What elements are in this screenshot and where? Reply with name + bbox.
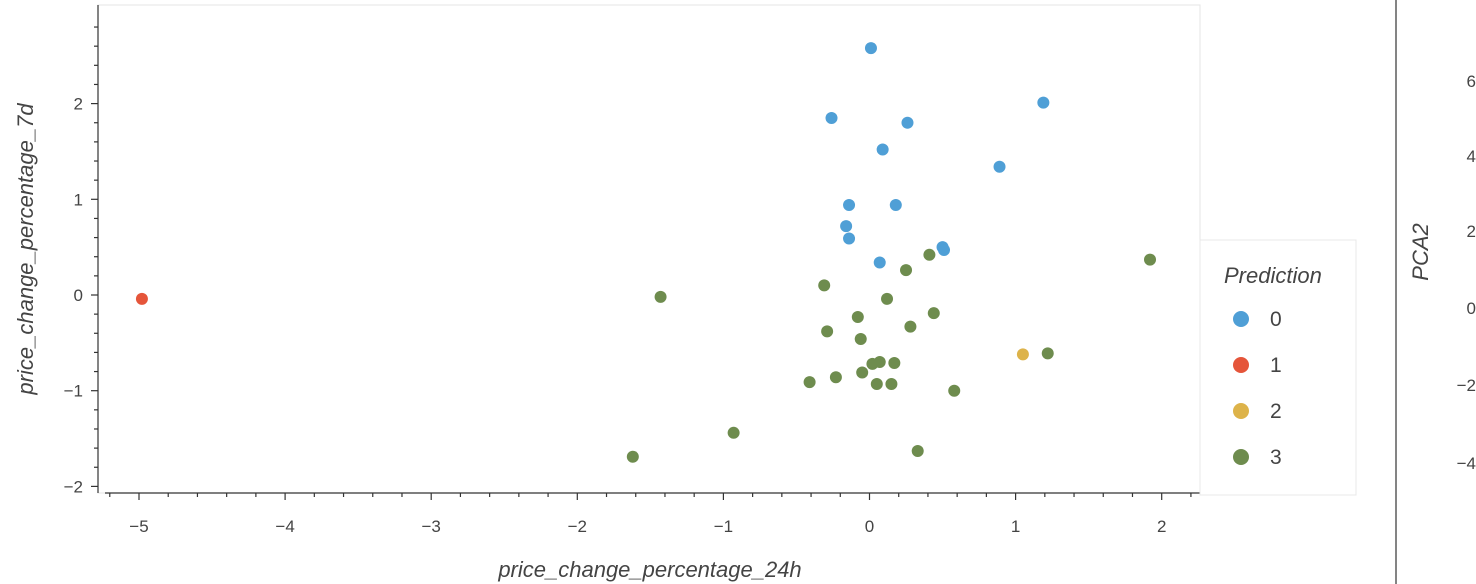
pca-y-tick-label: 4 bbox=[1467, 147, 1476, 166]
plot-frame bbox=[97, 4, 1201, 494]
y-tick-label: 1 bbox=[74, 190, 83, 209]
data-point-series-3[interactable] bbox=[856, 366, 869, 379]
pca-y-tick-label: −4 bbox=[1457, 454, 1476, 473]
data-point-series-3[interactable] bbox=[888, 356, 901, 369]
data-point-series-3[interactable] bbox=[851, 311, 864, 324]
legend-label-1[interactable]: 1 bbox=[1270, 354, 1282, 377]
data-point-series-3[interactable] bbox=[854, 333, 867, 346]
data-point-series-0[interactable] bbox=[1037, 96, 1050, 109]
legend-swatch-2[interactable] bbox=[1233, 403, 1249, 419]
pca-y-tick-label: 0 bbox=[1467, 299, 1476, 318]
legend-label-0[interactable]: 0 bbox=[1270, 308, 1282, 331]
x-tick-label: 1 bbox=[1011, 517, 1020, 536]
legend-title: Prediction bbox=[1224, 263, 1322, 288]
pca-y-tick-label: −2 bbox=[1457, 376, 1476, 395]
data-point-series-0[interactable] bbox=[864, 42, 877, 55]
data-point-series-3[interactable] bbox=[829, 371, 842, 384]
legend-swatch-0[interactable] bbox=[1233, 311, 1249, 327]
data-point-series-3[interactable] bbox=[821, 325, 834, 338]
data-point-series-0[interactable] bbox=[993, 160, 1006, 173]
data-point-series-3[interactable] bbox=[923, 248, 936, 261]
data-point-series-0[interactable] bbox=[889, 199, 902, 212]
legend-swatch-3[interactable] bbox=[1233, 449, 1249, 465]
data-point-series-3[interactable] bbox=[626, 450, 639, 463]
legend-label-3[interactable]: 3 bbox=[1270, 446, 1282, 469]
data-point-series-0[interactable] bbox=[843, 199, 856, 212]
data-point-series-0[interactable] bbox=[938, 244, 951, 257]
data-point-series-3[interactable] bbox=[904, 320, 917, 333]
y-tick-label: 2 bbox=[74, 95, 83, 114]
data-point-series-3[interactable] bbox=[911, 444, 924, 457]
data-point-series-3[interactable] bbox=[654, 290, 667, 303]
data-point-series-0[interactable] bbox=[876, 143, 889, 156]
legend-box bbox=[1199, 239, 1357, 496]
x-tick-label: −2 bbox=[568, 517, 587, 536]
data-point-series-3[interactable] bbox=[818, 279, 831, 292]
data-point-series-3[interactable] bbox=[948, 384, 961, 397]
data-point-series-3[interactable] bbox=[927, 307, 940, 320]
y-tick-label: −1 bbox=[64, 382, 83, 401]
x-tick-label: 0 bbox=[865, 517, 874, 536]
x-tick-label: −3 bbox=[422, 517, 441, 536]
legend-swatch-1[interactable] bbox=[1233, 357, 1249, 373]
pca-y-axis-title: PCA2 bbox=[1408, 223, 1433, 280]
data-point-series-3[interactable] bbox=[900, 264, 913, 277]
data-point-series-0[interactable] bbox=[843, 232, 856, 245]
pca-y-tick-label: 6 bbox=[1467, 72, 1476, 91]
x-axis-title: price_change_percentage_24h bbox=[497, 557, 801, 582]
data-point-series-3[interactable] bbox=[885, 378, 898, 391]
x-tick-label: −4 bbox=[275, 517, 294, 536]
x-tick-label: −5 bbox=[129, 517, 148, 536]
y-axis-title: price_change_percentage_7d bbox=[13, 103, 38, 396]
data-point-series-0[interactable] bbox=[840, 220, 853, 233]
data-point-series-3[interactable] bbox=[1041, 347, 1054, 360]
x-tick-label: −1 bbox=[714, 517, 733, 536]
legend-label-2[interactable]: 2 bbox=[1270, 400, 1282, 423]
data-point-series-3[interactable] bbox=[1144, 253, 1157, 266]
data-point-series-2[interactable] bbox=[1016, 348, 1029, 361]
data-point-series-3[interactable] bbox=[803, 376, 816, 389]
x-tick-label: 2 bbox=[1157, 517, 1166, 536]
pca-y-tick-label: 2 bbox=[1467, 222, 1476, 241]
y-tick-label: 0 bbox=[74, 286, 83, 305]
data-point-series-3[interactable] bbox=[866, 357, 879, 370]
data-point-series-0[interactable] bbox=[901, 116, 914, 129]
data-point-series-1[interactable] bbox=[135, 292, 148, 305]
data-point-series-3[interactable] bbox=[727, 426, 740, 439]
data-point-series-0[interactable] bbox=[825, 111, 838, 124]
data-point-series-3[interactable] bbox=[881, 292, 894, 305]
data-point-series-3[interactable] bbox=[870, 378, 883, 391]
y-tick-label: −2 bbox=[64, 477, 83, 496]
data-point-series-0[interactable] bbox=[873, 256, 886, 269]
